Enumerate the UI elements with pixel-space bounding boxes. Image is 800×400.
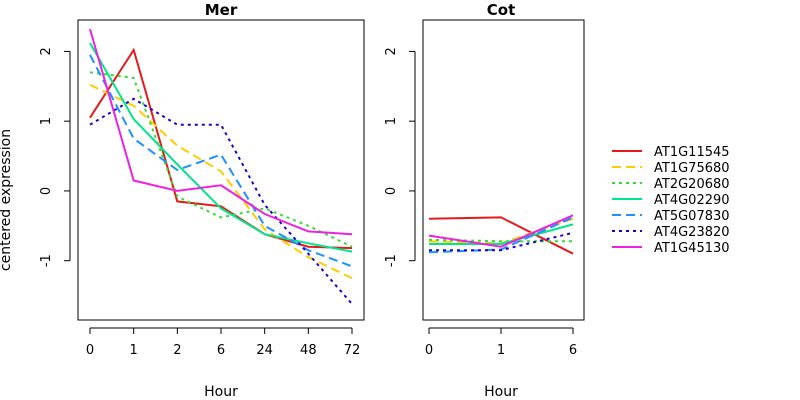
series-line-at1g11545-cot bbox=[428, 216, 574, 255]
series-line-at4g23820-mer bbox=[89, 97, 353, 305]
y-tick-label-mer: 1 bbox=[39, 117, 54, 125]
series-line-at4g02290-mer bbox=[89, 42, 353, 253]
y-tick-label-cot: 0 bbox=[384, 187, 399, 195]
x-tick-label-mer: 24 bbox=[256, 343, 273, 358]
series-line-at1g45130-mer bbox=[89, 28, 353, 236]
series-line-at1g75680-mer bbox=[89, 83, 353, 280]
legend-label-at1g75680: AT1G75680 bbox=[654, 161, 730, 176]
legend-label-at1g11545: AT1G11545 bbox=[654, 145, 730, 160]
series-line-at5g07830-mer bbox=[89, 54, 353, 268]
x-axis-label-cot: Hour bbox=[484, 384, 518, 400]
panel-title-cot: Cot bbox=[487, 1, 515, 19]
series-line-at2g20680-mer bbox=[89, 71, 353, 248]
legend-label-at5g07830: AT5G07830 bbox=[654, 209, 730, 224]
legend-label-at1g45130: AT1G45130 bbox=[654, 241, 730, 256]
x-tick-label-mer: 1 bbox=[130, 343, 138, 358]
legend: AT1G11545AT1G75680AT2G20680AT4G02290AT5G… bbox=[612, 145, 730, 256]
series-line-at1g11545-mer bbox=[89, 47, 353, 250]
y-axis-label: centered expression bbox=[0, 129, 14, 271]
y-tick-label-cot: 2 bbox=[384, 47, 399, 55]
legend-label-at2g20680: AT2G20680 bbox=[654, 177, 730, 192]
x-tick-label-cot: 6 bbox=[569, 343, 577, 358]
x-tick-label-mer: 6 bbox=[217, 343, 225, 358]
y-tick-label-mer: 2 bbox=[39, 47, 54, 55]
x-axis-label-mer: Hour bbox=[204, 384, 238, 400]
y-tick-label-cot: -1 bbox=[384, 254, 399, 267]
panel-cot: Cot Hour 0 1 6 -1 0 1 2 bbox=[384, 1, 585, 400]
plot-frame-cot bbox=[422, 19, 585, 321]
panel-title-mer: Mer bbox=[205, 1, 238, 19]
x-tick-label-mer: 0 bbox=[86, 343, 94, 358]
series-line-at4g02290-cot bbox=[429, 223, 574, 245]
legend-label-at4g02290: AT4G02290 bbox=[654, 193, 730, 208]
y-tick-label-cot: 1 bbox=[384, 117, 399, 125]
y-tick-label-mer: 0 bbox=[39, 187, 54, 195]
series-line-at4g23820-cot bbox=[429, 231, 574, 252]
series-line-at1g45130-cot bbox=[428, 214, 574, 248]
x-tick-label-mer: 48 bbox=[300, 343, 317, 358]
series-line-at2g20680-cot bbox=[428, 238, 573, 243]
plot-frame-mer bbox=[77, 19, 365, 321]
legend-label-at4g23820: AT4G23820 bbox=[654, 225, 730, 240]
x-tick-label-mer: 2 bbox=[173, 343, 181, 358]
x-tick-label-mer: 72 bbox=[344, 343, 361, 358]
x-tick-label-cot: 0 bbox=[425, 343, 433, 358]
x-tick-label-cot: 1 bbox=[497, 343, 505, 358]
y-tick-label-mer: -1 bbox=[39, 254, 54, 267]
panel-mer: Mer Hour 0 1 2 6 24 48 72 -1 0 1 2 bbox=[39, 1, 365, 400]
